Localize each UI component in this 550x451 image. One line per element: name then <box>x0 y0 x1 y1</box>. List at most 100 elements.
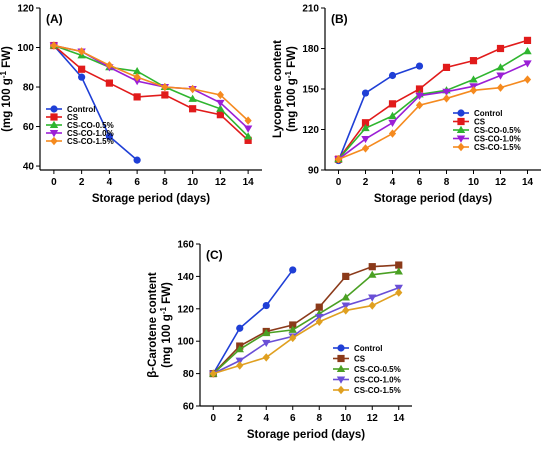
data-point-cs <box>133 93 141 101</box>
data-point-cs-co-1-5 <box>415 101 424 110</box>
x-tick-label: 12 <box>215 177 227 188</box>
y-tick-label: 80 <box>23 83 35 94</box>
data-point-cs <box>469 57 478 65</box>
legend-label-cs-co-0-5: CS-CO-0.5% <box>354 365 401 374</box>
series-line-control <box>212 269 294 375</box>
x-tick-label: 8 <box>162 177 168 188</box>
data-point-cs-co-1-5 <box>105 61 113 70</box>
legend-marker-cs-co-0-5 <box>456 125 466 133</box>
data-point-cs <box>189 105 197 113</box>
x-tick-label: 2 <box>79 177 85 188</box>
data-point-cs-co-0-5 <box>288 325 297 333</box>
x-axis-title: Storage period (days) <box>92 193 210 205</box>
y-axis-title-line2: (mg 100 g <box>286 78 298 132</box>
x-axis-title: Storage period (days) <box>247 429 365 441</box>
data-point-cs-co-0-5 <box>341 293 350 301</box>
legend-label-control: Control <box>354 344 382 353</box>
legend-marker-cs-co-1-0 <box>49 130 59 138</box>
data-point-cs-co-0-5 <box>394 267 403 275</box>
data-point-cs-co-1-0 <box>496 72 505 80</box>
data-point-cs-co-1-5 <box>262 353 270 362</box>
x-tick-label: 8 <box>444 177 450 188</box>
data-point-cs-co-1-5 <box>133 72 141 82</box>
data-point-cs-co-1-5 <box>209 369 217 378</box>
legend-label-cs-co-0-5: CS-CO-0.5% <box>67 121 114 130</box>
data-point-cs <box>415 85 424 93</box>
x-tick-label: 0 <box>210 413 216 424</box>
legend-label-cs: CS <box>354 354 366 363</box>
series-control <box>209 266 297 378</box>
data-point-cs-co-1-5 <box>496 83 505 92</box>
data-point-cs <box>442 63 451 71</box>
data-point-cs <box>523 36 532 44</box>
y-axis-title: Total chlorophyll content(mg 100 g-1 FW) <box>0 21 13 158</box>
series-line-control <box>53 45 138 161</box>
x-tick-label: 10 <box>340 413 352 424</box>
series-line-cs-co-1-5 <box>53 44 249 122</box>
x-tick-label: 4 <box>390 177 396 188</box>
legend-label-cs-co-1-5: CS-CO-1.5% <box>67 137 114 146</box>
legend-marker-cs-co-1-5 <box>457 142 465 152</box>
y-axis-title-line1: Lycopene content <box>272 40 284 138</box>
y-tick-label: 90 <box>308 166 320 177</box>
x-tick-label: 10 <box>187 177 199 188</box>
data-point-cs <box>105 79 113 87</box>
y-axis-title: Lycopene content (mg 100 g-1 FW) <box>272 40 298 138</box>
data-point-control <box>105 132 113 141</box>
x-tick-label: 14 <box>522 177 534 188</box>
x-tick-label: 6 <box>134 177 140 188</box>
y-tick-label: 80 <box>183 369 195 380</box>
series-line-cs-co-0-5 <box>53 44 249 137</box>
series-line-control <box>337 65 420 161</box>
data-point-cs-co-1-0 <box>361 135 370 144</box>
legend-label-cs-co-1-5: CS-CO-1.5% <box>474 143 521 152</box>
y-axis-title-superscript: -1 <box>284 71 293 79</box>
legend-label-cs-co-1-0: CS-CO-1.0% <box>474 134 521 143</box>
y-tick-label: 180 <box>302 44 319 55</box>
y-tick-label: 100 <box>17 43 34 54</box>
chart-panel-c: 0 2 4 6 8 10 12 14 60 80 100 120 140 160 Storage perio… <box>147 240 412 441</box>
x-tick-label: 12 <box>367 413 379 424</box>
y-tick-label: 120 <box>17 4 34 15</box>
series-line-cs-co-0-5 <box>212 270 399 375</box>
data-point-cs-co-1-0 <box>523 60 532 68</box>
data-point-cs-co-1-5 <box>388 129 397 138</box>
data-point-cs-co-1-0 <box>442 88 451 96</box>
legend-label-control: Control <box>474 109 502 118</box>
data-point-cs <box>315 303 323 311</box>
y-tick-label: 120 <box>177 304 194 315</box>
legend-marker-cs-co-0-5 <box>49 120 59 128</box>
chart-panel-b: 0 2 4 6 8 10 12 14 90 120 150 180 210 Storage period … <box>272 4 541 205</box>
y-axis-title-line1: β-Carotene content <box>147 272 159 378</box>
data-point-cs-co-1-5 <box>523 75 532 84</box>
series-cs-co-1-5 <box>209 288 403 378</box>
series-cs-co-1-5 <box>50 41 252 125</box>
x-tick-label: 14 <box>243 177 255 188</box>
y-tick-label: 120 <box>302 125 319 136</box>
legend-marker-control <box>457 109 465 117</box>
legend-marker-cs-co-0-5 <box>336 364 346 372</box>
data-point-cs-co-1-5 <box>78 47 86 56</box>
x-tick-label: 6 <box>290 413 296 424</box>
data-point-cs <box>244 136 252 144</box>
data-point-cs-co-1-5 <box>189 84 197 94</box>
panel-label: (A) <box>46 12 63 26</box>
legend-label-cs-co-1-0: CS-CO-1.0% <box>67 129 114 138</box>
data-point-cs-co-0-5 <box>523 47 532 55</box>
legend-label-cs: CS <box>67 113 79 122</box>
y-tick-label: 40 <box>23 162 35 173</box>
y-tick-label: 60 <box>183 402 195 413</box>
data-point-cs-co-1-5 <box>342 306 350 315</box>
y-axis-title-end: FW) <box>161 282 173 307</box>
x-tick-label: 12 <box>495 177 507 188</box>
legend-marker-cs <box>457 117 465 126</box>
data-point-cs-co-1-5 <box>244 116 252 125</box>
data-point-cs <box>361 119 370 127</box>
data-point-control <box>361 89 370 97</box>
legend-marker-cs <box>50 113 58 121</box>
data-point-cs-co-0-5 <box>469 75 478 83</box>
data-point-cs-co-1-5 <box>442 94 451 103</box>
x-tick-label: 14 <box>393 413 405 424</box>
